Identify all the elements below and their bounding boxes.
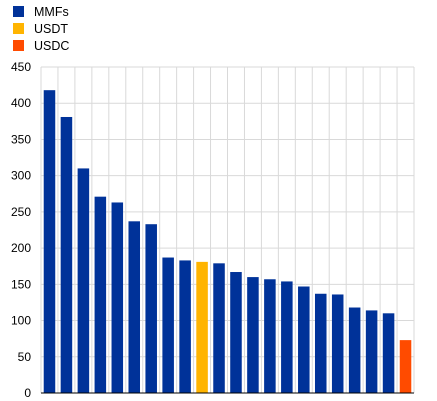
bar-mmfs [128, 221, 141, 393]
legend-label-mmfs: MMFs [34, 4, 69, 19]
y-tick-label: 300 [11, 169, 31, 183]
bar-mmfs [162, 257, 174, 393]
y-tick-label: 350 [11, 132, 31, 146]
bar-mmfs [179, 260, 191, 393]
legend-swatch-usdc [13, 40, 24, 51]
bar-usdt [196, 261, 208, 393]
bar-mmfs [348, 307, 361, 393]
legend-item-usdt: USDT [13, 20, 69, 37]
y-tick-label: 50 [18, 350, 32, 364]
legend-swatch-mmfs [13, 6, 24, 17]
legend: MMFs USDT USDC [13, 3, 69, 54]
bar-usdc [399, 340, 412, 393]
bar-mmfs [213, 263, 225, 393]
bar-mmfs [111, 202, 124, 393]
bar-mmfs [264, 279, 276, 393]
bar-mmfs [298, 286, 310, 393]
legend-item-usdc: USDC [13, 37, 69, 54]
bar-mmfs [314, 293, 327, 393]
bar-mmfs [331, 294, 344, 393]
y-tick-label: 250 [11, 205, 31, 219]
y-tick-label: 200 [11, 241, 31, 255]
legend-item-mmfs: MMFs [13, 3, 69, 20]
bar-mmfs [365, 310, 378, 393]
y-tick-label: 150 [11, 277, 31, 291]
y-tick-label: 0 [24, 386, 31, 400]
bar-mmfs [77, 168, 90, 393]
bar-mmfs [281, 281, 293, 393]
bar-mmfs [43, 90, 56, 393]
bar-mmfs [94, 196, 107, 393]
legend-swatch-usdt [13, 23, 24, 34]
bar-mmfs [230, 272, 242, 393]
bar-mmfs [60, 116, 73, 393]
y-tick-label: 450 [11, 60, 31, 74]
y-tick-label: 400 [11, 96, 31, 110]
legend-label-usdt: USDT [34, 21, 69, 36]
bar-mmfs [247, 277, 259, 393]
bar-mmfs [382, 313, 395, 393]
y-tick-label: 100 [11, 314, 31, 328]
bar-mmfs [145, 224, 157, 393]
legend-label-usdc: USDC [34, 38, 70, 53]
